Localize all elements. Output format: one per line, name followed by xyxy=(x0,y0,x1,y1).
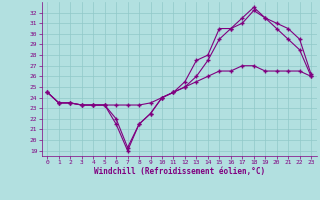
X-axis label: Windchill (Refroidissement éolien,°C): Windchill (Refroidissement éolien,°C) xyxy=(94,167,265,176)
